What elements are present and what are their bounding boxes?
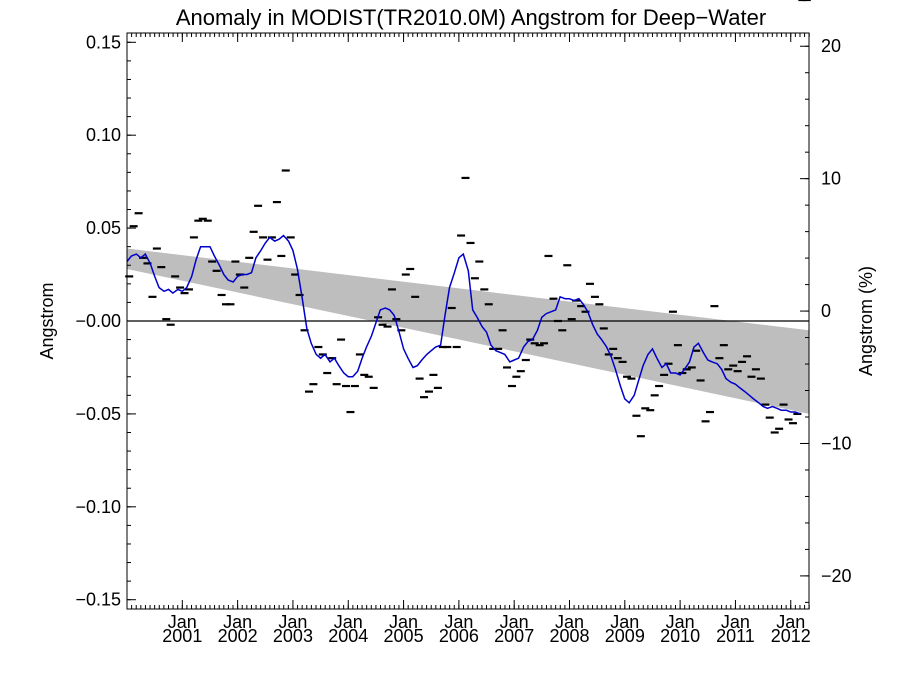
y-tick-label-left: −0.05 [75,404,121,424]
x-tick-label-year: 2009 [605,626,645,646]
y-tick-label-left: 0.15 [86,32,121,52]
x-tick-label-month: Jan [666,612,695,632]
trend-band [127,248,809,414]
x-tick-label-month: Jan [444,612,473,632]
y-tick-label-left: 0.10 [86,125,121,145]
x-tick-label-month: Jan [555,612,584,632]
y-tick-label-right: −20 [821,566,852,586]
x-tick-label-year: 2004 [328,626,368,646]
y-tick-label-right: 20 [821,36,841,56]
y-tick-label-left: 0.05 [86,218,121,238]
y-axis-label-left: Angstrom [37,282,57,359]
x-tick-label-year: 2003 [273,626,313,646]
y-tick-label-left: −0.00 [75,311,121,331]
x-tick-label-month: Jan [278,612,307,632]
x-tick-label-year: 2001 [162,626,202,646]
y-tick-label-right: −10 [821,433,852,453]
x-tick-label-month: Jan [721,612,750,632]
y-tick-label-left: −0.10 [75,497,121,517]
x-tick-label-month: Jan [500,612,529,632]
x-tick-label-year: 2005 [384,626,424,646]
x-tick-label-month: Jan [776,612,805,632]
x-tick-label-month: Jan [168,612,197,632]
x-tick-label-year: 2011 [716,626,755,646]
x-tick-label-year: 2008 [549,626,589,646]
smoothed-series-line [126,234,801,415]
x-tick-label-month: Jan [223,612,252,632]
axes: 0.150.100.05−0.00−0.05−0.10−0.1520100−10… [75,32,851,646]
x-tick-label-year: 2007 [494,626,534,646]
x-tick-label-year: 2010 [660,626,700,646]
x-tick-label-month: Jan [389,612,418,632]
x-tick-label-month: Jan [334,612,363,632]
x-tick-label-month: Jan [610,612,639,632]
y-tick-label-right: 0 [821,301,831,321]
x-tick-label-year: 2012 [771,626,811,646]
x-tick-label-year: 2002 [218,626,258,646]
y-tick-label-right: 10 [821,169,841,189]
y-axis-label-right: Angstrom (%) [856,266,876,376]
chart-title: Anomaly in MODIST(TR2010.0M) Angstrom fo… [176,5,766,30]
y-tick-label-left: −0.15 [75,590,121,610]
x-tick-label-year: 2006 [439,626,479,646]
plot-area [125,0,811,438]
